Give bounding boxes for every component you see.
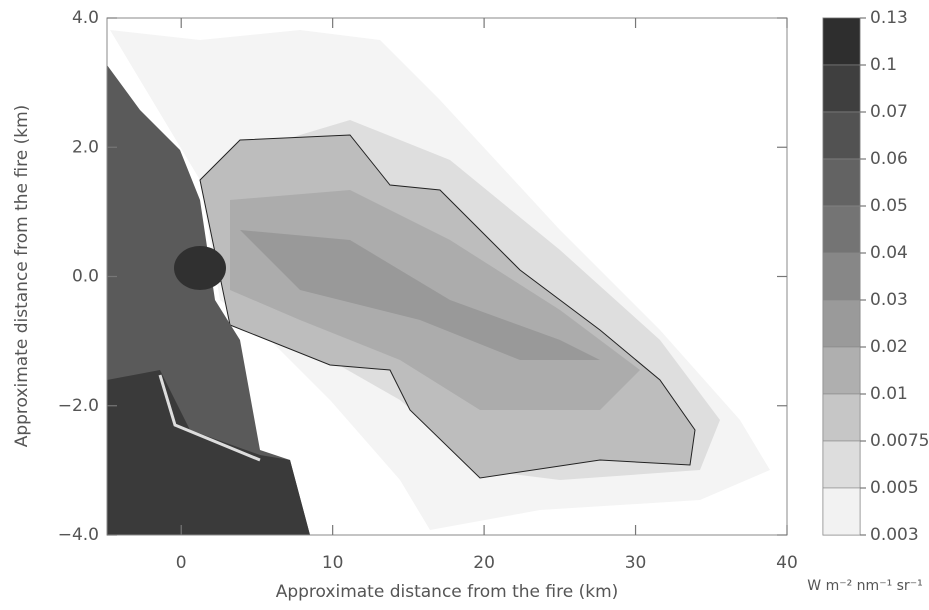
x-tick-label: 0 (176, 553, 187, 573)
y-tick-label: −2.0 (58, 396, 99, 416)
colorbar-label: 0.005 (870, 478, 919, 498)
colorbar-box (822, 158, 861, 207)
y-tick-label: 2.0 (72, 137, 99, 157)
colorbar-label: 0.04 (870, 243, 908, 263)
colorbar-box (822, 299, 861, 348)
coast-land-dark (107, 370, 310, 535)
colorbar-box (822, 346, 861, 395)
y-tick-label: 4.0 (72, 8, 99, 28)
plume-core (240, 230, 600, 360)
colorbar-box (822, 205, 861, 254)
colorbar-label: 0.0075 (870, 431, 929, 451)
river (158, 374, 261, 462)
colorbar-box (822, 393, 861, 442)
colorbar-box (822, 111, 861, 160)
colorbar-box (822, 440, 861, 489)
colorbar-label: 0.003 (870, 525, 919, 545)
fire-source (174, 246, 226, 290)
colorbar-label: 0.01 (870, 384, 908, 404)
colorbar-label: 0.03 (870, 290, 908, 310)
colorbar-label: 0.07 (870, 102, 908, 122)
y-tick-label: −4.0 (58, 525, 99, 545)
x-tick-label: 10 (322, 553, 344, 573)
x-axis-label: Approximate distance from the fire (km) (276, 582, 619, 602)
colorbar-box (822, 252, 861, 301)
x-tick-label: 30 (625, 553, 647, 573)
x-tick-label: 40 (776, 553, 798, 573)
colorbar-label: 0.02 (870, 337, 908, 357)
colorbar-unit: W m⁻² nm⁻¹ sr⁻¹ (807, 578, 922, 594)
colorbar-label: 0.06 (870, 149, 908, 169)
plume-image (106, 17, 788, 536)
colorbar-box (822, 64, 861, 113)
colorbar-box (822, 487, 861, 536)
colorbar-box (822, 17, 861, 66)
colorbar-label: 0.13 (870, 8, 908, 28)
x-tick-label: 20 (473, 553, 495, 573)
colorbar-label: 0.05 (870, 196, 908, 216)
y-tick-label: 0.0 (72, 267, 99, 287)
y-axis-label: Approximate distance from the fire (km) (12, 105, 32, 448)
colorbar-label: 0.1 (870, 55, 897, 75)
